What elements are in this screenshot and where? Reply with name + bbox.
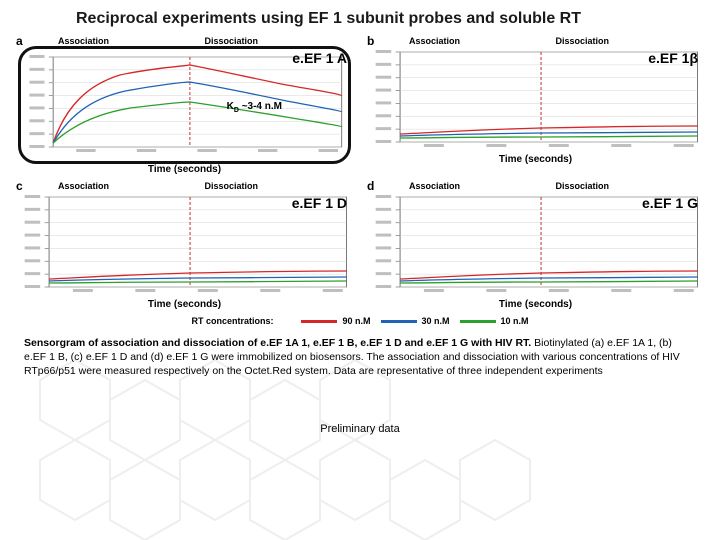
- legend-item: 10 n.M: [460, 316, 529, 326]
- protein-label: e.EF 1 A: [292, 50, 347, 66]
- protein-label: e.EF 1 D: [292, 195, 347, 211]
- legend-item: 30 n.M: [381, 316, 450, 326]
- x-axis-label: Time (seconds): [369, 154, 702, 165]
- chart-panel-d: dAssociationDissociatione.EF 1 GTime (se…: [369, 181, 702, 310]
- x-axis-label: Time (seconds): [18, 299, 351, 310]
- legend-item: 90 n.M: [301, 316, 370, 326]
- page-title: Reciprocal experiments using EF 1 subuni…: [18, 10, 702, 28]
- kd-annotation: KD ~3-4 n.M: [227, 101, 282, 114]
- protein-label: e.EF 1β: [648, 50, 698, 66]
- protein-label: e.EF 1 G: [642, 195, 698, 211]
- legend-label: RT concentrations:: [191, 316, 273, 326]
- phase-labels: AssociationDissociation: [369, 181, 702, 191]
- x-axis-label: Time (seconds): [369, 299, 702, 310]
- phase-labels: AssociationDissociation: [18, 36, 351, 46]
- caption-heading: Sensorgram of association and dissociati…: [24, 337, 531, 349]
- chart-grid: aAssociationDissociatione.EF 1 AKD ~3-4 …: [18, 36, 702, 310]
- chart-panel-a: aAssociationDissociation e.EF 1 A KD ~3-4 …: [18, 36, 351, 175]
- figure-caption: Sensorgram of association and dissociati…: [18, 336, 702, 379]
- footer-note: Preliminary data: [18, 423, 702, 435]
- x-axis-label: Time (seconds): [18, 164, 351, 175]
- panel-letter: a: [16, 34, 23, 48]
- legend: RT concentrations: 90 n.M 30 n.M 10 n.M: [18, 316, 702, 326]
- phase-labels: AssociationDissociation: [18, 181, 351, 191]
- phase-labels: AssociationDissociation: [369, 36, 702, 46]
- chart-panel-b: bAssociationDissociatione.EF 1βTime (sec…: [369, 36, 702, 175]
- chart-panel-c: cAssociationDissociatione.EF 1 DTime (se…: [18, 181, 351, 310]
